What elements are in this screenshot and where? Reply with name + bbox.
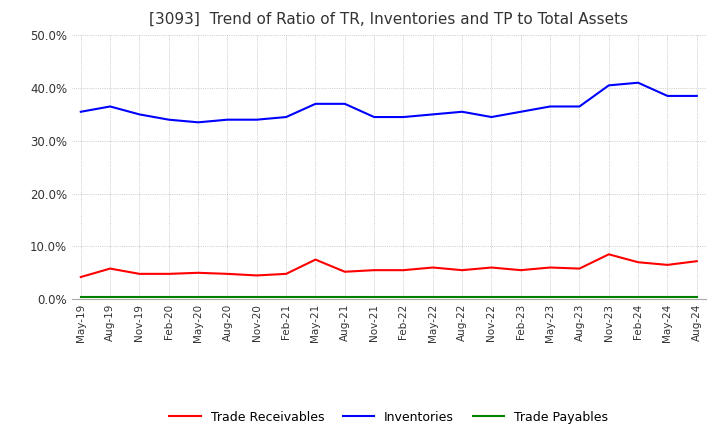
Inventories <box>253 117 261 122</box>
Trade Receivables <box>428 265 437 270</box>
Trade Payables <box>370 294 379 299</box>
Trade Receivables <box>341 269 349 275</box>
Trade Payables <box>575 294 584 299</box>
Trade Receivables <box>76 275 85 280</box>
Inventories <box>76 109 85 114</box>
Trade Payables <box>693 294 701 299</box>
Trade Payables <box>458 294 467 299</box>
Inventories <box>605 83 613 88</box>
Inventories <box>282 114 290 120</box>
Inventories <box>663 93 672 99</box>
Trade Payables <box>164 294 173 299</box>
Inventories <box>311 101 320 106</box>
Trade Receivables <box>634 260 642 265</box>
Inventories <box>487 114 496 120</box>
Inventories <box>341 101 349 106</box>
Trade Payables <box>399 294 408 299</box>
Trade Receivables <box>253 273 261 278</box>
Line: Trade Receivables: Trade Receivables <box>81 254 697 277</box>
Trade Payables <box>605 294 613 299</box>
Trade Payables <box>516 294 525 299</box>
Inventories <box>399 114 408 120</box>
Trade Receivables <box>399 268 408 273</box>
Trade Receivables <box>487 265 496 270</box>
Inventories <box>164 117 173 122</box>
Trade Receivables <box>575 266 584 271</box>
Trade Receivables <box>546 265 554 270</box>
Inventories <box>428 112 437 117</box>
Trade Receivables <box>370 268 379 273</box>
Inventories <box>223 117 232 122</box>
Trade Receivables <box>223 271 232 276</box>
Trade Receivables <box>693 259 701 264</box>
Inventories <box>106 104 114 109</box>
Trade Payables <box>223 294 232 299</box>
Trade Payables <box>194 294 202 299</box>
Trade Payables <box>634 294 642 299</box>
Trade Receivables <box>194 270 202 275</box>
Inventories <box>194 120 202 125</box>
Inventories <box>458 109 467 114</box>
Trade Payables <box>76 294 85 299</box>
Trade Receivables <box>458 268 467 273</box>
Trade Receivables <box>106 266 114 271</box>
Inventories <box>693 93 701 99</box>
Inventories <box>575 104 584 109</box>
Trade Receivables <box>282 271 290 276</box>
Trade Payables <box>546 294 554 299</box>
Inventories <box>634 80 642 85</box>
Trade Payables <box>341 294 349 299</box>
Inventories <box>516 109 525 114</box>
Trade Payables <box>487 294 496 299</box>
Inventories <box>135 112 144 117</box>
Trade Payables <box>428 294 437 299</box>
Line: Inventories: Inventories <box>81 83 697 122</box>
Trade Receivables <box>663 262 672 268</box>
Trade Payables <box>253 294 261 299</box>
Inventories <box>370 114 379 120</box>
Trade Payables <box>106 294 114 299</box>
Trade Receivables <box>516 268 525 273</box>
Trade Receivables <box>311 257 320 262</box>
Trade Receivables <box>135 271 144 276</box>
Trade Payables <box>135 294 144 299</box>
Trade Receivables <box>164 271 173 276</box>
Inventories <box>546 104 554 109</box>
Trade Payables <box>311 294 320 299</box>
Trade Payables <box>282 294 290 299</box>
Trade Payables <box>663 294 672 299</box>
Title: [3093]  Trend of Ratio of TR, Inventories and TP to Total Assets: [3093] Trend of Ratio of TR, Inventories… <box>149 12 629 27</box>
Legend: Trade Receivables, Inventories, Trade Payables: Trade Receivables, Inventories, Trade Pa… <box>164 406 613 429</box>
Trade Receivables <box>605 252 613 257</box>
